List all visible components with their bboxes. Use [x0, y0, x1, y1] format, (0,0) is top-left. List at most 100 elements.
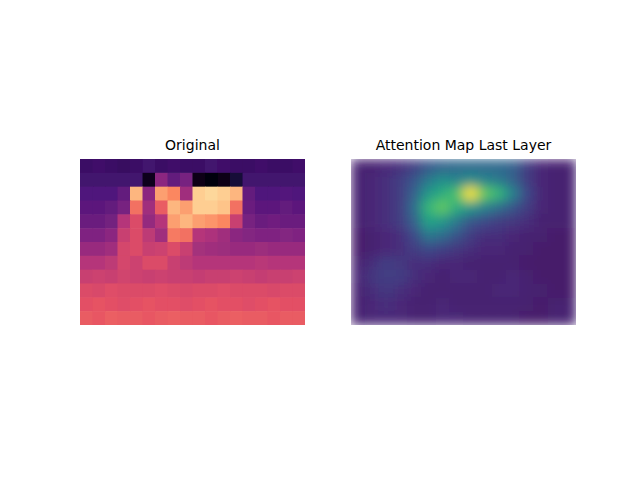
heatmap-cell — [393, 173, 408, 187]
heatmap-cell — [218, 159, 231, 173]
heatmap-cell — [435, 159, 450, 173]
heatmap-cell — [218, 256, 231, 270]
heatmap-cell — [365, 187, 380, 201]
heatmap-cell — [168, 159, 181, 173]
heatmap-cell — [421, 256, 436, 270]
heatmap-cell — [449, 284, 464, 298]
heatmap-cell — [143, 270, 156, 284]
heatmap-cell — [205, 256, 218, 270]
heatmap-cell — [168, 187, 181, 201]
heatmap-cell — [520, 256, 535, 270]
heatmap-cell — [548, 256, 563, 270]
heatmap-cell — [180, 187, 193, 201]
heatmap-cell — [93, 228, 106, 242]
heatmap-cell — [506, 173, 521, 187]
heatmap-cell — [520, 214, 535, 228]
heatmap-cell — [130, 242, 143, 256]
heatmap-cell — [205, 297, 218, 311]
heatmap-cell — [268, 242, 281, 256]
heatmap-cell — [80, 187, 93, 201]
heatmap-cell — [562, 159, 576, 173]
heatmap-cell — [168, 214, 181, 228]
heatmap-cell — [478, 242, 493, 256]
heatmap-cell — [168, 256, 181, 270]
heatmap-cell — [464, 270, 479, 284]
heatmap-cell — [379, 242, 394, 256]
heatmap-cell — [243, 256, 256, 270]
heatmap-cell — [534, 159, 549, 173]
heatmap-cell — [93, 242, 106, 256]
heatmap-cell — [155, 270, 168, 284]
heatmap-cell — [351, 311, 366, 325]
heatmap-cell — [506, 159, 521, 173]
heatmap-cell — [193, 228, 206, 242]
heatmap-cell — [255, 173, 268, 187]
heatmap-cell — [478, 159, 493, 173]
heatmap-cell — [255, 311, 268, 325]
heatmap-cell — [255, 297, 268, 311]
heatmap-cell — [155, 201, 168, 215]
heatmap-cell — [155, 214, 168, 228]
heatmap-cell — [155, 297, 168, 311]
heatmap-cell — [218, 242, 231, 256]
heatmap-cell — [105, 201, 118, 215]
heatmap-cell — [449, 311, 464, 325]
heatmap-cell — [105, 270, 118, 284]
heatmap-cell — [280, 242, 293, 256]
heatmap-cell — [143, 242, 156, 256]
heatmap-cell — [478, 187, 493, 201]
heatmap-cell — [478, 284, 493, 298]
heatmap-cell — [534, 311, 549, 325]
heatmap-cell — [118, 228, 131, 242]
heatmap-cell — [105, 187, 118, 201]
heatmap-cell — [205, 173, 218, 187]
heatmap-cell — [230, 201, 243, 215]
heatmap-cell — [393, 214, 408, 228]
heatmap-cell — [548, 159, 563, 173]
heatmap-cell — [548, 214, 563, 228]
heatmap-cell — [379, 256, 394, 270]
heatmap-cell — [168, 242, 181, 256]
heatmap-cell — [464, 159, 479, 173]
heatmap-cell — [193, 270, 206, 284]
heatmap-cell — [268, 187, 281, 201]
heatmap-cell — [230, 297, 243, 311]
heatmap-cell — [205, 228, 218, 242]
heatmap-cell — [562, 228, 576, 242]
heatmap-cell — [407, 173, 422, 187]
heatmap-cell — [80, 297, 93, 311]
heatmap-cell — [205, 214, 218, 228]
heatmap-cell — [105, 159, 118, 173]
heatmap-cell — [130, 284, 143, 298]
panel: Original — [80, 137, 306, 326]
heatmap-cell — [218, 228, 231, 242]
heatmap-cell — [93, 270, 106, 284]
heatmap-cell — [193, 284, 206, 298]
heatmap-cell — [534, 284, 549, 298]
heatmap-cell — [520, 173, 535, 187]
heatmap-cell — [143, 187, 156, 201]
heatmap-cell — [268, 214, 281, 228]
heatmap-cell — [379, 187, 394, 201]
heatmap-cell — [548, 201, 563, 215]
heatmap-cell — [449, 214, 464, 228]
heatmap-cell — [421, 214, 436, 228]
heatmap-cell — [93, 297, 106, 311]
heatmap-cell — [351, 187, 366, 201]
heatmap-cell — [548, 284, 563, 298]
heatmap-cell — [218, 187, 231, 201]
heatmap-cell — [205, 311, 218, 325]
heatmap-cell — [548, 173, 563, 187]
heatmap-cell — [243, 201, 256, 215]
heatmap-cell — [534, 270, 549, 284]
heatmap-cell — [168, 284, 181, 298]
heatmap-cell — [365, 242, 380, 256]
heatmap-cell — [379, 173, 394, 187]
heatmap-cell — [255, 228, 268, 242]
heatmap-cell — [449, 187, 464, 201]
heatmap-cell — [268, 297, 281, 311]
heatmap-cell — [534, 201, 549, 215]
heatmap-cell — [80, 173, 93, 187]
heatmap-cell — [168, 228, 181, 242]
heatmap-cell — [180, 228, 193, 242]
